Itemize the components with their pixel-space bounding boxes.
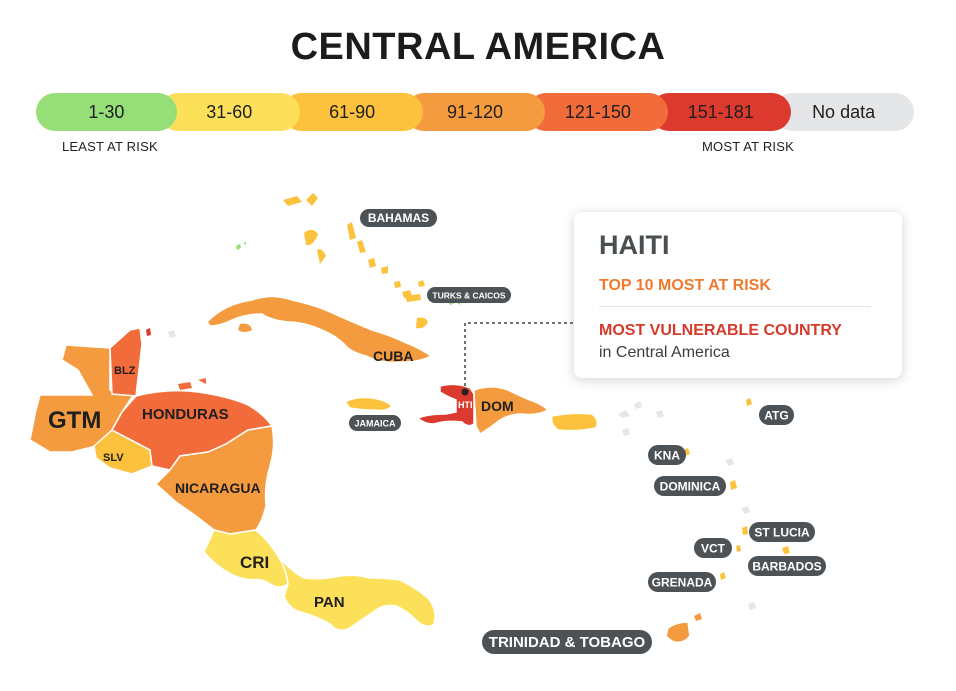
callout-kna-label: KNA <box>654 449 680 463</box>
jamaica-shape[interactable] <box>343 396 394 412</box>
callout-atg[interactable]: ATG <box>759 405 794 425</box>
dominican-republic-shape[interactable] <box>473 386 550 436</box>
label-nicaragua: NICARAGUA <box>175 480 261 496</box>
callout-barbados[interactable]: BARBADOS <box>748 556 826 576</box>
label-dom: DOM <box>481 398 514 414</box>
label-cri: CRI <box>240 553 269 572</box>
tooltip-country-name: HAITI <box>599 230 670 260</box>
callout-bahamas[interactable]: BAHAMAS <box>360 209 437 227</box>
isla-juventud <box>238 323 252 332</box>
callout-grenada[interactable]: GRENADA <box>648 572 716 592</box>
legend-bin-61-90: 61-90 <box>281 93 423 131</box>
tooltip-risk-rank: TOP 10 MOST AT RISK <box>599 277 771 294</box>
tobago-islet <box>694 613 702 621</box>
bay-islands <box>178 378 206 390</box>
label-cuba: CUBA <box>373 348 413 364</box>
country-tooltip-card: HAITI TOP 10 MOST AT RISK MOST VULNERABL… <box>574 212 902 378</box>
map-title: CENTRAL AMERICA <box>290 26 666 68</box>
callout-st-lucia-label: ST LUCIA <box>754 526 810 540</box>
callout-turks-caicos[interactable]: TURKS & CAICOS <box>427 287 511 303</box>
callout-grenada-label: GRENADA <box>652 576 713 590</box>
legend-bin-label: 121-150 <box>564 101 631 122</box>
costa-rica-shape[interactable] <box>203 529 289 588</box>
callout-jamaica[interactable]: JAMAICA <box>349 415 401 431</box>
label-slv: SLV <box>103 452 124 464</box>
tooltip-leader-line <box>464 322 574 392</box>
callout-dominica-label: DOMINICA <box>660 480 721 494</box>
risk-legend: 1-30 31-60 61-90 91-120 121-150 151-181 … <box>36 93 915 131</box>
callout-jamaica-label: JAMAICA <box>354 419 396 429</box>
tooltip-vulnerability: MOST VULNERABLE COUNTRY <box>599 322 842 339</box>
callout-barbados-label: BARBADOS <box>752 560 821 574</box>
legend-bin-151-181: 151-181 <box>650 93 792 131</box>
callout-trinidad-tobago[interactable]: TRINIDAD & TOBAGO <box>482 630 652 654</box>
legend-bin-label: 151-181 <box>687 101 754 122</box>
legend-bin-121-150: 121-150 <box>527 93 669 131</box>
no-data-islets <box>168 330 756 610</box>
small-island <box>416 317 428 329</box>
label-honduras: HONDURAS <box>142 406 229 423</box>
legend-bin-label: 1-30 <box>88 101 125 122</box>
legend-bin-31-60: 31-60 <box>158 93 300 131</box>
trinidad-tobago-shape[interactable] <box>665 621 691 644</box>
panama-shape[interactable] <box>277 555 436 631</box>
callout-dominica[interactable]: DOMINICA <box>654 476 726 496</box>
belize-cay <box>146 328 151 336</box>
legend-bin-no-data: No data <box>773 93 915 131</box>
label-hti: HTI <box>458 400 473 410</box>
bahamas-islands[interactable] <box>283 193 425 302</box>
tooltip-region: in Central America <box>599 344 730 361</box>
tooltip-divider <box>599 306 871 307</box>
legend-bin-label: 31-60 <box>206 101 253 122</box>
legend-bin-label: 91-120 <box>446 101 504 122</box>
callout-vct[interactable]: VCT <box>694 538 732 558</box>
callout-atg-label: ATG <box>764 409 788 423</box>
lesser-antilles-islands[interactable] <box>684 398 790 580</box>
callout-vct-label: VCT <box>701 542 726 556</box>
label-blz: BLZ <box>114 365 136 377</box>
legend-bin-1-30: 1-30 <box>36 93 177 131</box>
legend-high-caption: MOST AT RISK <box>702 139 794 154</box>
puerto-rico-shape[interactable] <box>550 412 599 432</box>
callout-kna[interactable]: KNA <box>648 445 686 465</box>
callout-bahamas-label: BAHAMAS <box>368 211 429 225</box>
callout-turks-label: TURKS & CAICOS <box>432 291 506 301</box>
haiti-marker-dot[interactable] <box>461 388 469 396</box>
callout-trinidad-label: TRINIDAD & TOBAGO <box>489 634 646 651</box>
legend-bin-label: No data <box>812 101 876 122</box>
legend-bin-label: 61-90 <box>329 101 376 122</box>
callout-st-lucia[interactable]: ST LUCIA <box>749 522 815 542</box>
cuba-shape[interactable] <box>206 295 433 364</box>
label-gtm: GTM <box>48 407 101 434</box>
label-pan: PAN <box>314 594 345 611</box>
legend-low-caption: LEAST AT RISK <box>62 139 158 154</box>
green-islet <box>236 242 246 250</box>
legend-bin-91-120: 91-120 <box>404 93 546 131</box>
belize-shape[interactable] <box>109 327 143 397</box>
